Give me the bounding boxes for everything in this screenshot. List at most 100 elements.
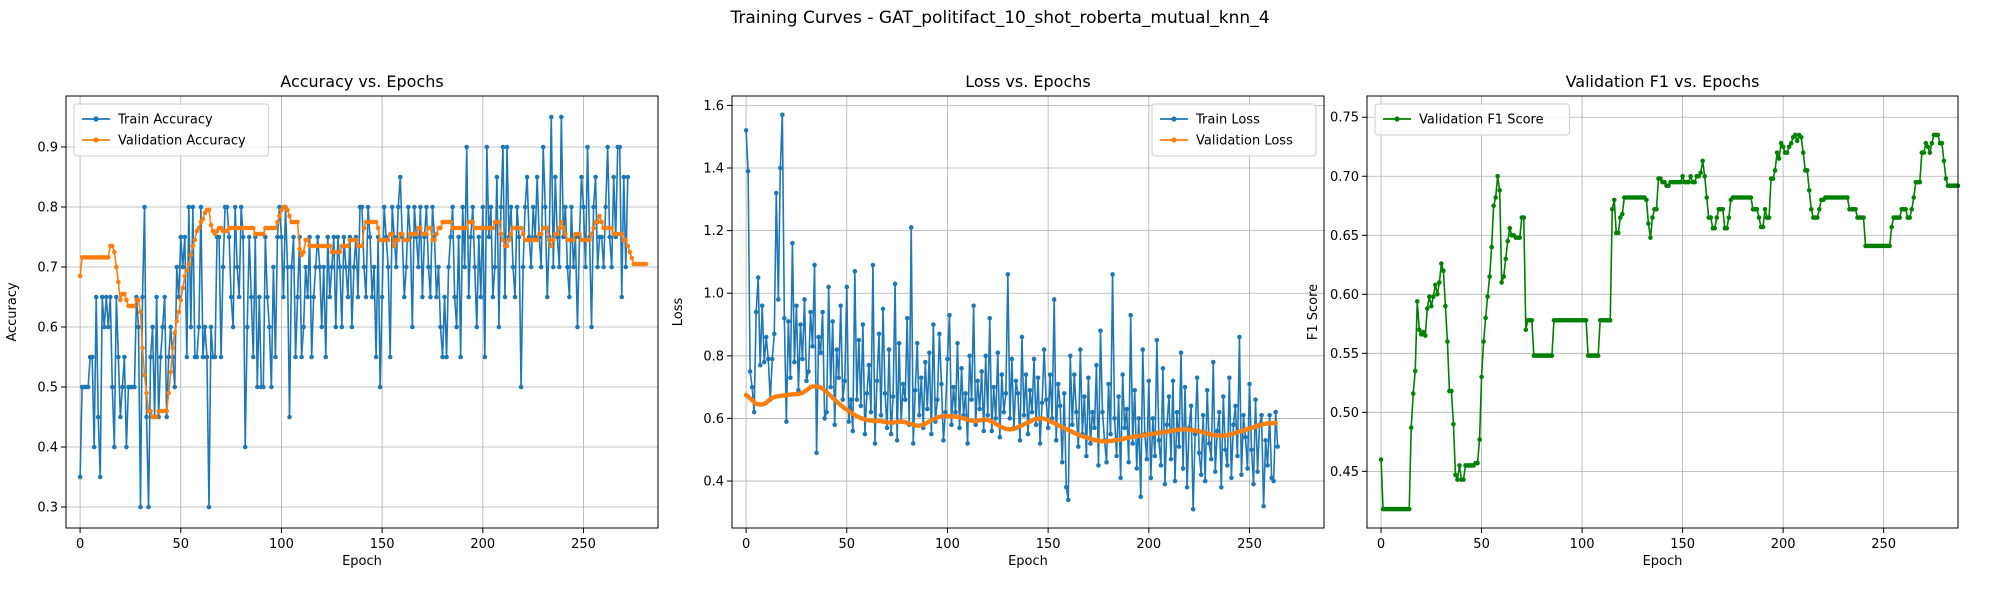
data-point: [1861, 215, 1866, 220]
subplot-title: Accuracy vs. Epochs: [280, 72, 443, 91]
data-point: [337, 264, 343, 270]
data-point: [202, 324, 208, 330]
data-point: [484, 144, 490, 150]
series-line: [745, 113, 1279, 511]
data-point: [520, 264, 526, 270]
data-point: [118, 414, 123, 420]
data-point: [142, 204, 147, 210]
data-point: [319, 324, 325, 330]
subplot-title: Validation F1 vs. Epochs: [1566, 72, 1760, 91]
data-point: [311, 294, 316, 300]
x-tick-label: 150: [1036, 537, 1061, 552]
data-point: [1609, 207, 1615, 212]
data-point: [142, 372, 147, 378]
data-point: [876, 331, 882, 337]
data-point: [1408, 425, 1414, 430]
data-point: [180, 285, 186, 291]
data-point: [812, 262, 817, 268]
data-point: [923, 359, 928, 365]
data-point: [786, 319, 791, 324]
data-point: [782, 315, 787, 321]
data-point: [1487, 274, 1492, 279]
data-point: [138, 309, 143, 315]
data-point: [991, 384, 997, 390]
data-point: [761, 359, 767, 365]
data-point: [1023, 372, 1029, 377]
data-point: [1770, 176, 1776, 181]
data-point: [269, 384, 274, 390]
data-point: [174, 318, 180, 324]
legend-box: [73, 103, 269, 157]
data-point: [430, 204, 435, 210]
data-point: [1128, 312, 1133, 318]
data-point: [1615, 230, 1621, 236]
data-point: [299, 354, 304, 360]
data-point: [969, 397, 974, 402]
data-point: [561, 225, 566, 231]
data-point: [218, 354, 224, 360]
data-point: [182, 273, 188, 279]
data-point: [999, 372, 1005, 377]
data-point: [1595, 353, 1601, 358]
data-point: [418, 225, 423, 231]
data-point: [1029, 409, 1035, 415]
data-point: [1923, 140, 1929, 146]
data-point: [1808, 207, 1814, 212]
data-point: [1658, 176, 1663, 181]
data-point: [136, 297, 141, 303]
legend-label: Validation F1 Score: [1419, 113, 1544, 128]
data-point: [577, 231, 582, 237]
data-point: [436, 264, 441, 270]
data-point: [751, 409, 757, 415]
data-point: [397, 174, 403, 180]
data-point: [1549, 353, 1555, 358]
data-point: [759, 303, 765, 309]
data-point: [1261, 503, 1266, 509]
data-point: [1208, 456, 1214, 462]
data-point: [828, 384, 833, 390]
data-point: [1756, 215, 1762, 220]
data-point: [385, 237, 391, 243]
data-point: [778, 165, 783, 171]
data-point: [1005, 272, 1011, 277]
data-point: [480, 204, 486, 210]
data-point: [534, 174, 540, 180]
data-point: [1231, 422, 1236, 428]
data-point: [369, 294, 375, 300]
data-point: [1059, 459, 1065, 465]
data-point: [550, 237, 556, 243]
data-point: [1170, 378, 1176, 384]
data-point: [317, 264, 323, 270]
data-point: [406, 237, 411, 243]
data-point: [500, 237, 506, 243]
data-point: [1273, 409, 1278, 415]
data-point: [1489, 244, 1494, 250]
data-point: [112, 444, 117, 450]
data-point: [802, 297, 807, 302]
data-point: [1501, 274, 1506, 279]
data-point: [538, 264, 544, 270]
data-point: [774, 190, 779, 196]
data-point: [1053, 438, 1059, 443]
data-point: [945, 356, 950, 362]
data-point: [514, 204, 520, 210]
data-point: [1108, 431, 1113, 437]
data-point: [842, 378, 848, 384]
data-point: [591, 225, 596, 231]
data-point: [406, 204, 411, 210]
data-point: [1724, 225, 1730, 231]
data-point: [542, 204, 548, 210]
data-point: [343, 264, 349, 270]
y-tick-label: 0.7: [37, 261, 58, 276]
data-point: [228, 294, 234, 300]
data-point: [188, 324, 194, 330]
data-point: [285, 264, 290, 270]
data-point: [1748, 195, 1754, 200]
data-point: [765, 356, 771, 362]
data-point: [925, 406, 930, 412]
series-markers: [1378, 132, 1961, 512]
data-point: [297, 246, 302, 252]
data-point: [1680, 173, 1685, 179]
data-point: [1927, 150, 1933, 155]
data-point: [103, 294, 109, 300]
